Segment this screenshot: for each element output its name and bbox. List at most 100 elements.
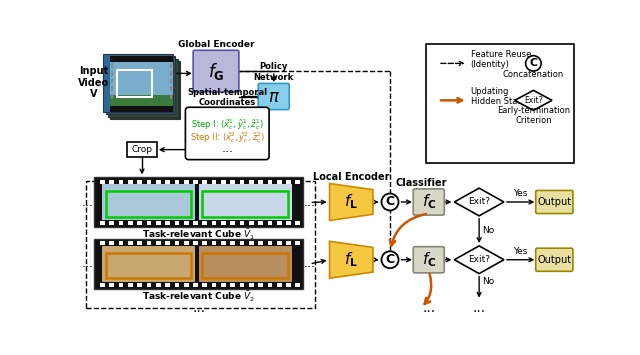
Bar xyxy=(138,241,142,245)
Bar xyxy=(239,221,244,225)
Bar xyxy=(102,246,195,282)
Bar xyxy=(296,180,300,184)
Circle shape xyxy=(381,251,399,268)
Bar xyxy=(165,221,170,225)
FancyBboxPatch shape xyxy=(536,248,573,271)
Text: Global Encoder: Global Encoder xyxy=(178,40,254,49)
FancyBboxPatch shape xyxy=(186,107,269,160)
Bar xyxy=(277,180,282,184)
Bar xyxy=(165,180,170,184)
Text: Yes: Yes xyxy=(513,247,528,256)
Polygon shape xyxy=(454,246,504,274)
Text: ...: ... xyxy=(82,257,93,271)
Text: Classifier: Classifier xyxy=(396,178,447,188)
Bar xyxy=(296,241,300,245)
Bar xyxy=(212,221,216,225)
Text: Step I: $(\tilde{x}_c^1, \tilde{y}_c^1, \tilde{z}_c^1)$: Step I: $(\tilde{x}_c^1, \tilde{y}_c^1, … xyxy=(191,117,264,132)
Bar xyxy=(230,283,235,287)
Bar xyxy=(94,178,303,228)
Bar xyxy=(268,221,272,225)
Bar xyxy=(193,221,198,225)
Bar xyxy=(109,221,114,225)
Text: ...: ... xyxy=(303,196,316,209)
Bar xyxy=(249,180,253,184)
Bar xyxy=(230,180,235,184)
Text: Updating
Hidden State: Updating Hidden State xyxy=(470,87,525,106)
Bar xyxy=(268,241,272,245)
Text: C: C xyxy=(529,58,538,69)
Bar xyxy=(239,241,244,245)
Bar xyxy=(259,180,263,184)
Text: ...: ... xyxy=(422,301,435,315)
Bar xyxy=(138,221,142,225)
Bar xyxy=(259,241,263,245)
Text: Input
Video
V: Input Video V xyxy=(78,66,109,99)
Bar xyxy=(109,283,114,287)
FancyBboxPatch shape xyxy=(426,44,575,163)
Bar xyxy=(239,283,244,287)
Bar xyxy=(100,221,105,225)
Bar xyxy=(128,180,132,184)
Bar xyxy=(259,283,263,287)
Text: Early-termination
Criterion: Early-termination Criterion xyxy=(497,106,570,125)
Bar xyxy=(175,221,179,225)
Bar xyxy=(249,283,253,287)
Text: Exit?: Exit? xyxy=(468,197,490,207)
FancyBboxPatch shape xyxy=(259,83,289,110)
Bar xyxy=(170,71,172,76)
Bar xyxy=(296,283,300,287)
Bar xyxy=(202,180,207,184)
Bar xyxy=(286,180,291,184)
Text: Output: Output xyxy=(537,255,572,265)
Bar xyxy=(286,283,291,287)
FancyArrowPatch shape xyxy=(424,274,431,304)
Bar xyxy=(198,246,292,282)
Text: C: C xyxy=(385,196,395,208)
Bar xyxy=(147,241,151,245)
Bar xyxy=(128,221,132,225)
Bar xyxy=(277,221,282,225)
Bar xyxy=(156,180,161,184)
Bar xyxy=(175,283,179,287)
Bar xyxy=(106,56,175,114)
Bar xyxy=(170,79,172,83)
Bar xyxy=(286,241,291,245)
Text: Output: Output xyxy=(537,197,572,207)
Bar xyxy=(111,94,113,99)
Text: ...: ... xyxy=(82,196,93,209)
Text: Local Encoder: Local Encoder xyxy=(313,172,390,182)
Text: ...: ... xyxy=(303,257,316,271)
Bar xyxy=(230,221,235,225)
Text: Step II: $(\tilde{x}_c^2, \tilde{y}_c^2, \tilde{z}_c^2)$: Step II: $(\tilde{x}_c^2, \tilde{y}_c^2,… xyxy=(189,130,265,145)
Text: Feature Reuse
(Identity): Feature Reuse (Identity) xyxy=(470,50,531,69)
Text: Crop: Crop xyxy=(131,145,152,154)
Bar xyxy=(184,180,189,184)
Text: Exit?: Exit? xyxy=(468,255,490,264)
Bar xyxy=(249,241,253,245)
Text: C: C xyxy=(385,253,395,266)
Bar xyxy=(221,241,226,245)
Text: Spatial-temporal
Coordinates: Spatial-temporal Coordinates xyxy=(187,88,268,107)
Bar xyxy=(128,241,132,245)
FancyBboxPatch shape xyxy=(193,50,239,92)
Bar xyxy=(119,221,124,225)
Circle shape xyxy=(525,56,541,71)
Text: $f_{\mathbf{L}}$: $f_{\mathbf{L}}$ xyxy=(344,250,358,269)
Text: No: No xyxy=(482,277,495,286)
FancyArrowPatch shape xyxy=(390,214,426,246)
Bar xyxy=(111,87,113,91)
Bar xyxy=(165,283,170,287)
Text: Policy
Network: Policy Network xyxy=(253,62,294,82)
Bar xyxy=(147,221,151,225)
FancyBboxPatch shape xyxy=(536,190,573,214)
Bar xyxy=(268,180,272,184)
Bar xyxy=(184,283,189,287)
Bar xyxy=(212,283,216,287)
Bar xyxy=(193,283,198,287)
Bar xyxy=(147,180,151,184)
Bar xyxy=(106,253,191,278)
Bar xyxy=(202,241,207,245)
Bar xyxy=(249,221,253,225)
Text: $\pi$: $\pi$ xyxy=(268,87,280,105)
FancyBboxPatch shape xyxy=(413,247,444,273)
